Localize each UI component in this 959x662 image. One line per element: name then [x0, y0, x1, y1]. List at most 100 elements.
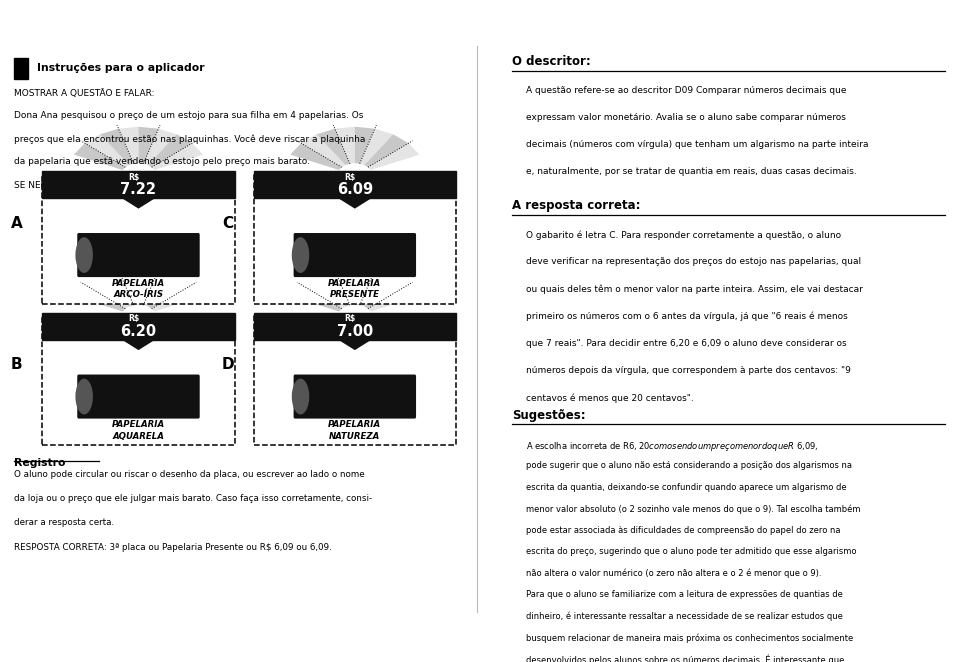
- Text: PAPELARIA: PAPELARIA: [328, 420, 382, 429]
- Text: C: C: [222, 216, 234, 230]
- Text: e, naturalmente, por se tratar de quantia em reais, duas casas decimais.: e, naturalmente, por se tratar de quanti…: [526, 167, 856, 177]
- Polygon shape: [360, 128, 393, 165]
- Text: R$: R$: [344, 314, 356, 323]
- Text: da loja ou o preço que ele julgar mais barato. Caso faça isso corretamente, cons: da loja ou o preço que ele julgar mais b…: [14, 494, 372, 503]
- Text: A: A: [11, 216, 22, 230]
- Polygon shape: [368, 285, 419, 312]
- Text: PAPELARIA: PAPELARIA: [328, 279, 382, 287]
- Polygon shape: [301, 134, 345, 167]
- Text: decimais (números com vírgula) que tenham um algarismo na parte inteira: decimais (números com vírgula) que tenha…: [526, 140, 869, 150]
- Polygon shape: [100, 270, 133, 307]
- Text: AQUARELA: AQUARELA: [112, 432, 164, 441]
- Text: Teste Universal de Entrada 2008 | Gabarito Comentado: Teste Universal de Entrada 2008 | Gabari…: [306, 633, 653, 646]
- Polygon shape: [364, 276, 409, 308]
- Polygon shape: [291, 285, 341, 312]
- Polygon shape: [152, 285, 203, 312]
- Polygon shape: [335, 126, 355, 164]
- Text: O gabarito é letra C. Para responder corretamente a questão, o aluno: O gabarito é letra C. Para responder cor…: [526, 230, 841, 240]
- Ellipse shape: [76, 237, 93, 273]
- FancyBboxPatch shape: [293, 375, 416, 418]
- Polygon shape: [316, 128, 350, 165]
- Polygon shape: [74, 143, 126, 170]
- FancyBboxPatch shape: [293, 233, 416, 277]
- Text: PAPELARIA: PAPELARIA: [112, 279, 165, 287]
- Text: Para que o aluno se familiarize com a leitura de expressões de quantias de: Para que o aluno se familiarize com a le…: [526, 591, 843, 599]
- Text: pode estar associada às dificuldades de compreensão do papel do zero na: pode estar associada às dificuldades de …: [526, 526, 840, 535]
- Bar: [253, 173, 456, 304]
- Text: PRESENTE: PRESENTE: [330, 290, 380, 299]
- Text: 6.20: 6.20: [121, 324, 156, 339]
- Text: dinheiro, é interessante ressaltar a necessidade de se realizar estudos que: dinheiro, é interessante ressaltar a nec…: [526, 612, 843, 621]
- Polygon shape: [74, 285, 126, 312]
- Text: não altera o valor numérico (o zero não altera e o 2 é menor que o 9).: não altera o valor numérico (o zero não …: [526, 569, 822, 579]
- Text: A questão refere-se ao descritor D09 Comparar números decimais que: A questão refere-se ao descritor D09 Com…: [526, 86, 847, 95]
- Text: menor valor absoluto (o 2 sozinho vale menos do que o 9). Tal escolha também: menor valor absoluto (o 2 sozinho vale m…: [526, 504, 860, 514]
- Text: B: B: [11, 357, 22, 372]
- Text: busquem relacionar de maneira mais próxima os conhecimentos socialmente: busquem relacionar de maneira mais próxi…: [526, 634, 854, 643]
- Text: Instruções para o aplicador: Instruções para o aplicador: [37, 64, 205, 73]
- Ellipse shape: [292, 237, 309, 273]
- Polygon shape: [339, 340, 370, 350]
- Bar: [42, 315, 235, 446]
- Polygon shape: [339, 199, 370, 208]
- Polygon shape: [355, 268, 375, 305]
- Polygon shape: [138, 268, 158, 305]
- Text: R$: R$: [129, 173, 139, 181]
- Polygon shape: [291, 143, 341, 170]
- Text: escrita do preço, sugerindo que o aluno pode ter admitido que esse algarismo: escrita do preço, sugerindo que o aluno …: [526, 547, 856, 556]
- Text: deve verificar na representação dos preços do estojo nas papelarias, qual: deve verificar na representação dos preç…: [526, 258, 861, 267]
- Text: A resposta correta:: A resposta correta:: [512, 199, 641, 212]
- Bar: [253, 315, 456, 446]
- Text: O aluno pode circular ou riscar o desenho da placa, ou escrever ao lado o nome: O aluno pode circular ou riscar o desenh…: [14, 470, 364, 479]
- Text: que 7 reais". Para decidir entre 6,20 e 6,09 o aluno deve considerar os: que 7 reais". Para decidir entre 6,20 e …: [526, 339, 847, 348]
- Polygon shape: [368, 143, 419, 170]
- Bar: [12, 8, 33, 35]
- Text: 7.22: 7.22: [121, 182, 156, 197]
- Text: Registro: Registro: [14, 458, 66, 469]
- Ellipse shape: [292, 379, 309, 414]
- Polygon shape: [124, 340, 153, 350]
- Polygon shape: [316, 270, 350, 307]
- Text: Sugestões:: Sugestões:: [512, 408, 586, 422]
- Text: desenvolvidos pelos alunos sobre os números decimais. É interessante que: desenvolvidos pelos alunos sobre os núme…: [526, 655, 844, 662]
- Text: PAPELARIA: PAPELARIA: [112, 420, 165, 429]
- Text: expressam valor monetário. Avalia se o aluno sabe comparar números: expressam valor monetário. Avalia se o a…: [526, 113, 846, 122]
- Text: ARCO-ÍRIS: ARCO-ÍRIS: [113, 290, 164, 299]
- Bar: [253, 171, 456, 199]
- Bar: [42, 171, 235, 199]
- Polygon shape: [100, 128, 133, 165]
- Polygon shape: [335, 268, 355, 305]
- Text: 2008MATC5D09N2: 2008MATC5D09N2: [44, 13, 230, 30]
- Polygon shape: [124, 199, 153, 208]
- Polygon shape: [152, 143, 203, 170]
- Polygon shape: [119, 126, 138, 164]
- Polygon shape: [144, 128, 176, 165]
- Bar: [253, 312, 456, 340]
- Text: NATUREZA: NATUREZA: [329, 432, 381, 441]
- Polygon shape: [144, 270, 176, 307]
- Text: R$: R$: [129, 314, 139, 323]
- Polygon shape: [148, 134, 192, 167]
- Text: RESPOSTA CORRETA: 3ª placa ou Papelaria Presente ou R$ 6,09 ou 6,09.: RESPOSTA CORRETA: 3ª placa ou Papelaria …: [14, 543, 332, 551]
- Text: ou quais deles têm o menor valor na parte inteira. Assim, ele vai destacar: ou quais deles têm o menor valor na part…: [526, 285, 863, 294]
- Text: números depois da vírgula, que correspondem à parte dos centavos: "9: números depois da vírgula, que correspon…: [526, 366, 851, 375]
- Polygon shape: [355, 126, 375, 164]
- Polygon shape: [84, 276, 129, 308]
- Bar: [42, 312, 235, 340]
- Text: 7.00: 7.00: [337, 324, 373, 339]
- Text: A escolha incorreta de R$ 6,20 como sendo um preço menor do que R$ 6,09,: A escolha incorreta de R$ 6,20 como send…: [526, 440, 818, 453]
- Text: escrita da quantia, deixando-se confundir quando aparece um algarismo de: escrita da quantia, deixando-se confundi…: [526, 483, 847, 492]
- Text: Dona Ana pesquisou o preço de um estojo para sua filha em 4 papelarias. Os: Dona Ana pesquisou o preço de um estojo …: [14, 111, 363, 120]
- Text: SE NECESSÁRIO, REPETIR A INSTRUÇÃO.: SE NECESSÁRIO, REPETIR A INSTRUÇÃO.: [14, 179, 196, 190]
- Polygon shape: [138, 126, 158, 164]
- Polygon shape: [364, 134, 409, 167]
- Text: derar a resposta certa.: derar a resposta certa.: [14, 518, 114, 528]
- Text: primeiro os números com o 6 antes da vírgula, já que "6 reais é menos: primeiro os números com o 6 antes da vír…: [526, 312, 848, 321]
- Text: Página-16: Página-16: [839, 13, 940, 30]
- Text: preços que ela encontrou estão nas plaquinhas. Você deve riscar a plaquinha: preços que ela encontrou estão nas plaqu…: [14, 134, 365, 144]
- FancyBboxPatch shape: [78, 375, 199, 418]
- Text: da papelaria que está vendendo o estojo pelo preço mais barato.: da papelaria que está vendendo o estojo …: [14, 157, 310, 166]
- FancyBboxPatch shape: [78, 233, 199, 277]
- Polygon shape: [84, 134, 129, 167]
- Text: 6.09: 6.09: [337, 182, 373, 197]
